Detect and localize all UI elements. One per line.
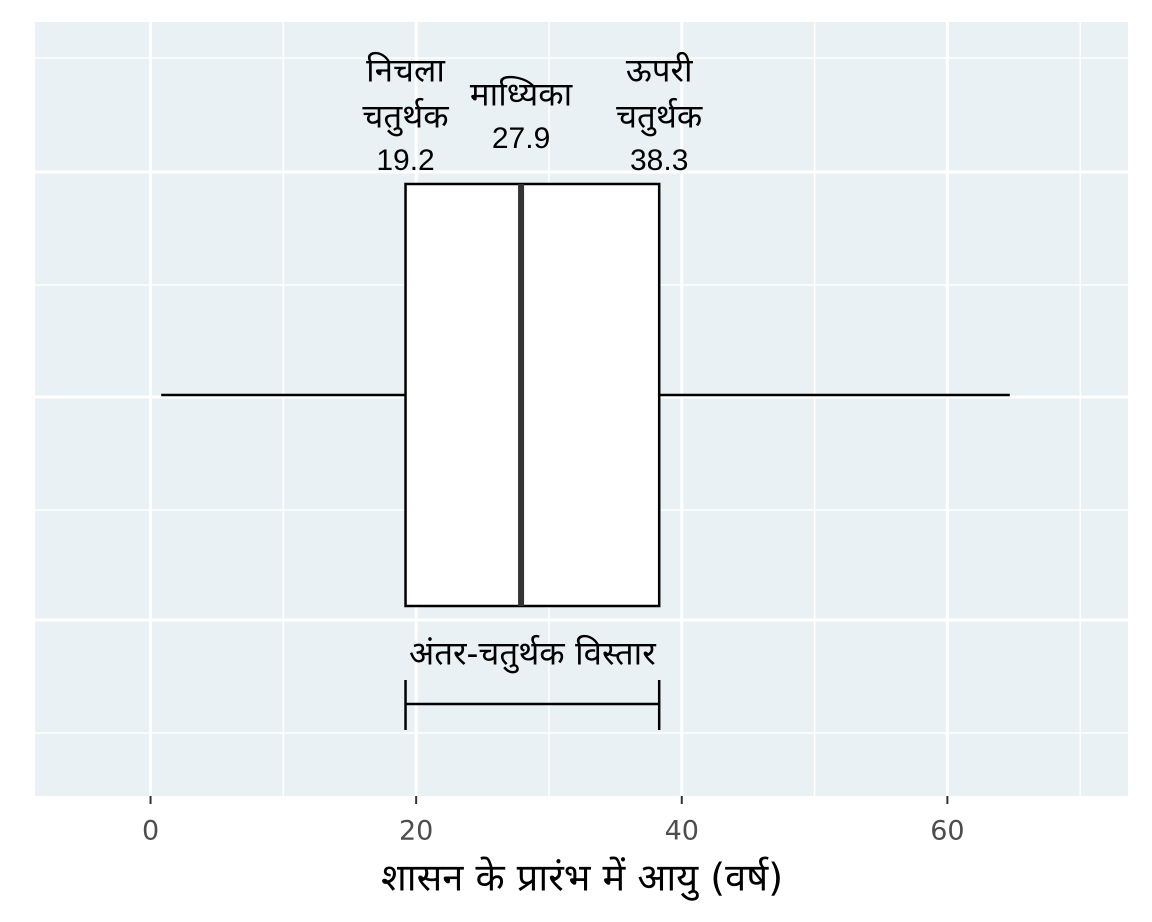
value-label: 27.9: [492, 122, 550, 155]
annotation: चतुर्थक: [362, 97, 449, 137]
x-tick-label: 40: [665, 816, 699, 847]
x-tick-label: 60: [930, 816, 964, 847]
annotation: माध्यिका: [470, 75, 574, 114]
annotation: अंतर-चतुर्थक विस्तार: [409, 634, 656, 674]
x-tick-label: 20: [399, 816, 433, 847]
annotation: ऊपरी: [626, 51, 694, 90]
annotation: निचला: [366, 51, 446, 90]
box: [404, 182, 661, 608]
value-label: 19.2: [376, 144, 434, 177]
x-axis-label: शासन के प्रारंभ में आयु (वर्ष): [381, 856, 783, 902]
x-tick-label: 0: [142, 816, 159, 847]
value-label: 38.3: [630, 144, 688, 177]
annotation: चतुर्थक: [616, 97, 703, 137]
